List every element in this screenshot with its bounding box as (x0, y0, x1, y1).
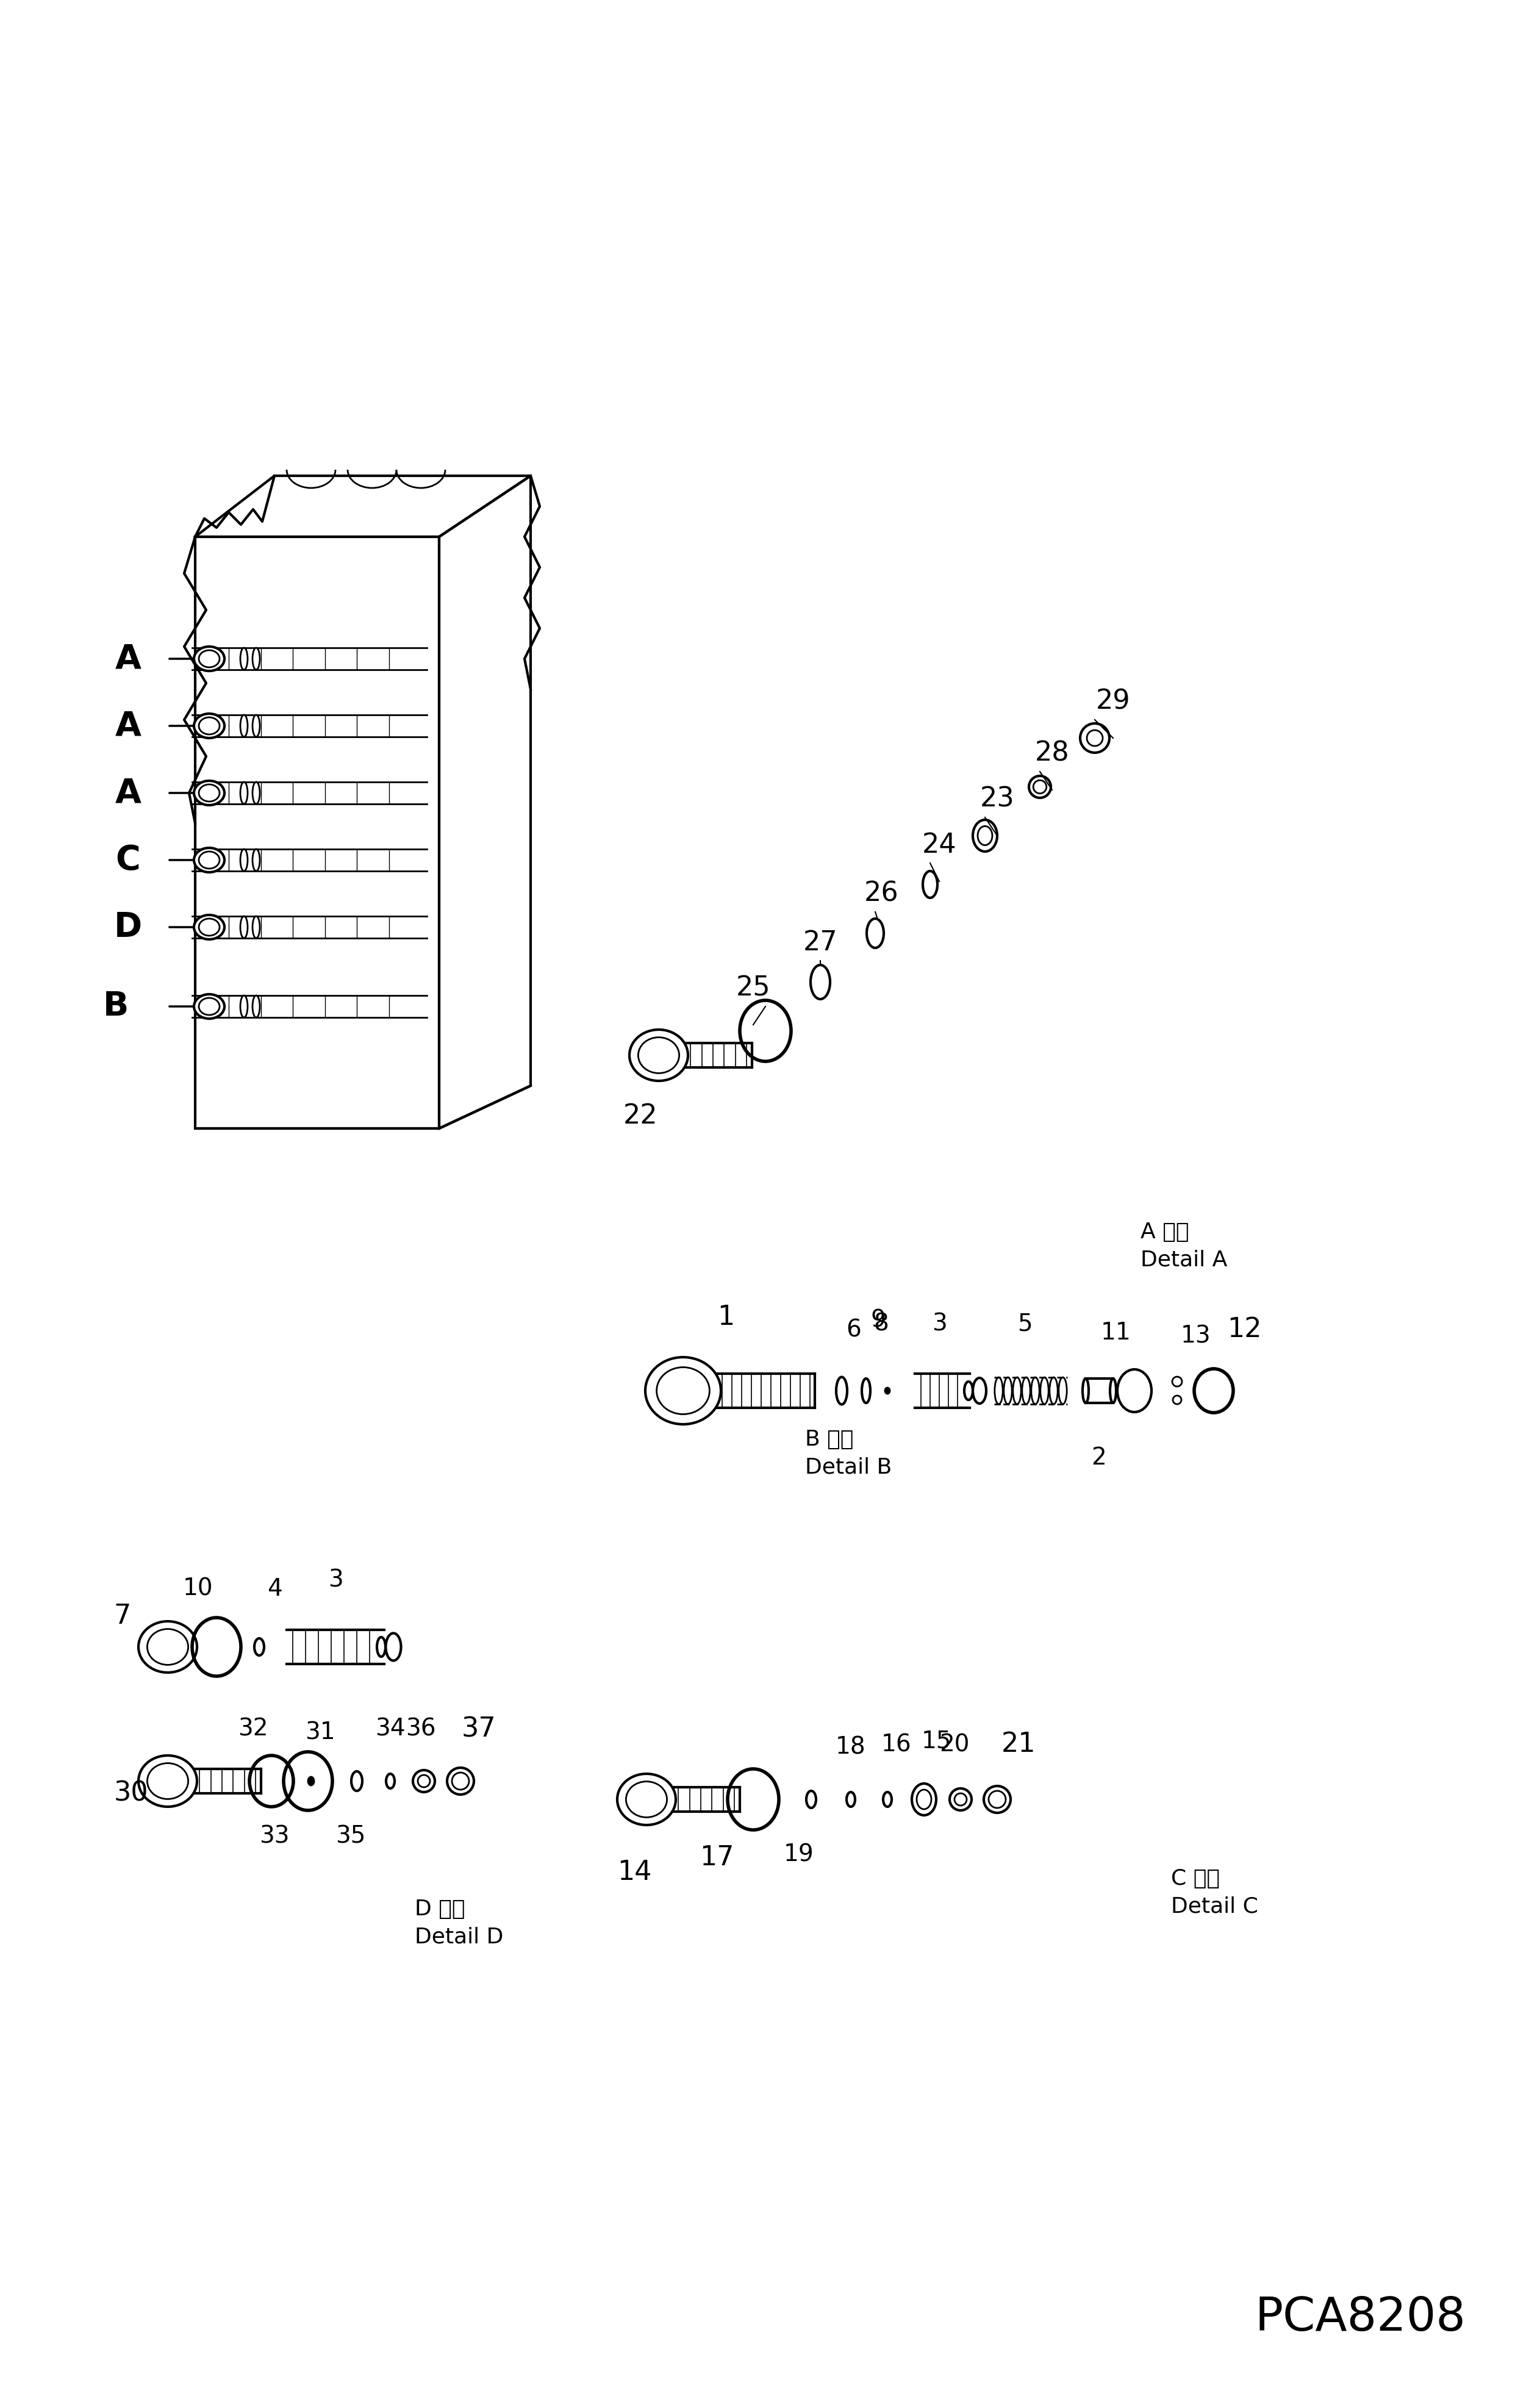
Ellipse shape (377, 1636, 385, 1658)
Text: 4: 4 (266, 1579, 282, 1600)
Text: 5: 5 (1016, 1312, 1032, 1336)
Text: 24: 24 (922, 832, 956, 859)
Text: 11: 11 (1101, 1322, 1132, 1343)
Text: 18: 18 (836, 1737, 865, 1758)
Text: 23: 23 (979, 787, 1015, 813)
Text: 36: 36 (405, 1718, 436, 1742)
Ellipse shape (886, 1387, 890, 1394)
Text: 10: 10 (183, 1579, 214, 1600)
Text: C 詳細: C 詳細 (1170, 1869, 1220, 1888)
Ellipse shape (254, 1639, 263, 1655)
Ellipse shape (253, 648, 260, 669)
Ellipse shape (194, 847, 225, 873)
Ellipse shape (836, 1377, 847, 1403)
Ellipse shape (810, 964, 830, 998)
Ellipse shape (1110, 1379, 1116, 1403)
Ellipse shape (194, 780, 225, 806)
Text: 1: 1 (718, 1305, 735, 1331)
Text: A: A (116, 777, 142, 808)
Text: 35: 35 (336, 1823, 367, 1847)
Text: 21: 21 (1001, 1732, 1036, 1758)
Ellipse shape (139, 1622, 197, 1672)
Ellipse shape (240, 916, 248, 938)
Ellipse shape (308, 1778, 314, 1785)
Ellipse shape (240, 648, 248, 669)
Text: A: A (116, 710, 142, 741)
Text: C: C (116, 844, 140, 876)
Ellipse shape (630, 1029, 688, 1082)
Text: 20: 20 (939, 1732, 970, 1756)
Polygon shape (196, 537, 439, 1128)
Ellipse shape (240, 782, 248, 804)
Text: 9: 9 (870, 1310, 885, 1331)
Text: PCA8208: PCA8208 (1255, 2296, 1466, 2341)
Ellipse shape (351, 1770, 362, 1792)
Ellipse shape (240, 996, 248, 1017)
Text: 34: 34 (376, 1718, 405, 1742)
Ellipse shape (807, 1792, 816, 1809)
Text: A 詳細: A 詳細 (1141, 1221, 1189, 1243)
Ellipse shape (253, 849, 260, 871)
Ellipse shape (922, 871, 938, 897)
Text: 3: 3 (932, 1312, 947, 1336)
Text: 28: 28 (1035, 741, 1069, 765)
Text: A: A (116, 643, 142, 674)
Ellipse shape (867, 919, 884, 948)
Text: 13: 13 (1180, 1324, 1210, 1348)
Ellipse shape (194, 713, 225, 739)
Ellipse shape (964, 1382, 973, 1401)
Ellipse shape (387, 1773, 394, 1787)
Text: 27: 27 (802, 928, 838, 955)
Ellipse shape (1173, 1396, 1181, 1403)
Text: Detail D: Detail D (414, 1926, 504, 1948)
Text: 25: 25 (736, 974, 770, 1000)
Text: 30: 30 (114, 1780, 148, 1806)
Text: 37: 37 (462, 1715, 496, 1742)
Ellipse shape (645, 1358, 721, 1425)
Text: B 詳細: B 詳細 (805, 1430, 853, 1449)
Text: 14: 14 (618, 1859, 651, 1886)
Ellipse shape (253, 916, 260, 938)
Text: 2: 2 (1092, 1447, 1107, 1471)
Text: Detail B: Detail B (805, 1456, 892, 1478)
Text: 26: 26 (864, 880, 898, 907)
Text: 16: 16 (881, 1732, 912, 1756)
Text: 7: 7 (114, 1603, 131, 1629)
Ellipse shape (1083, 1379, 1089, 1403)
Text: 32: 32 (239, 1718, 268, 1742)
Ellipse shape (194, 993, 225, 1020)
Text: 19: 19 (784, 1842, 815, 1866)
Text: D 詳細: D 詳細 (414, 1900, 465, 1919)
Text: 6: 6 (847, 1317, 861, 1341)
Ellipse shape (240, 715, 248, 736)
Text: 8: 8 (873, 1312, 889, 1336)
Ellipse shape (973, 1377, 986, 1403)
Polygon shape (439, 475, 531, 1128)
Ellipse shape (862, 1379, 870, 1403)
Text: 31: 31 (305, 1720, 336, 1744)
Ellipse shape (139, 1756, 197, 1806)
Text: 22: 22 (624, 1104, 658, 1130)
Text: 33: 33 (259, 1823, 290, 1847)
Ellipse shape (194, 648, 225, 672)
Ellipse shape (240, 849, 248, 871)
Ellipse shape (847, 1792, 855, 1806)
Ellipse shape (194, 914, 225, 940)
Text: 3: 3 (328, 1569, 343, 1591)
Text: 17: 17 (699, 1845, 735, 1871)
Ellipse shape (882, 1792, 892, 1806)
Ellipse shape (618, 1773, 676, 1826)
Text: Detail C: Detail C (1170, 1895, 1258, 1917)
Ellipse shape (253, 782, 260, 804)
Text: 29: 29 (1096, 689, 1130, 715)
Text: 12: 12 (1227, 1317, 1261, 1343)
Text: 15: 15 (921, 1730, 952, 1754)
Polygon shape (196, 475, 531, 537)
Text: D: D (114, 912, 142, 943)
Ellipse shape (385, 1634, 400, 1660)
Ellipse shape (253, 996, 260, 1017)
Ellipse shape (253, 715, 260, 736)
Text: Detail A: Detail A (1141, 1250, 1227, 1269)
Text: B: B (103, 991, 129, 1022)
